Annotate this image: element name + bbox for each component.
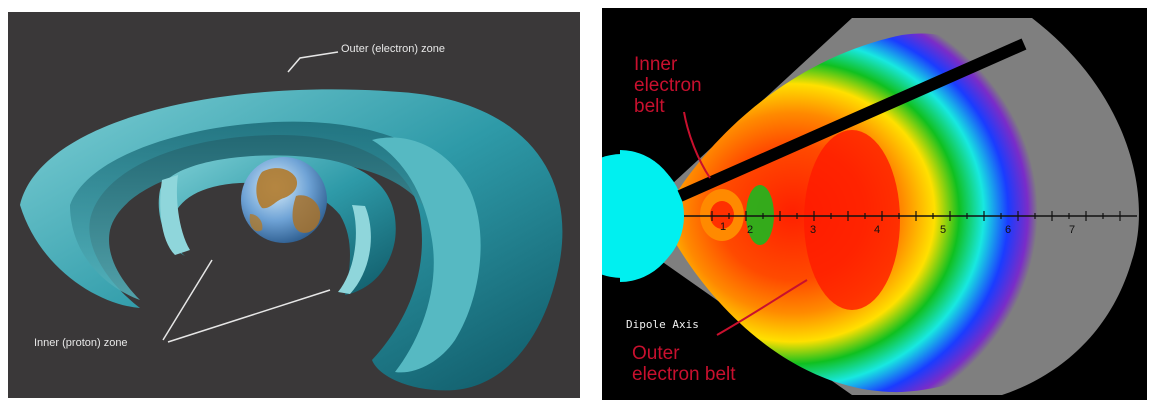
axis-tick-label: 2 xyxy=(747,224,754,236)
outer-belt-inner-wall xyxy=(70,121,471,321)
axis-tick-label: 3 xyxy=(810,224,817,236)
plot-drawing xyxy=(602,8,1147,400)
inner-belt-pointer xyxy=(683,111,711,179)
axis-tick-label: 6 xyxy=(1005,224,1012,236)
inner-belt-cut-left xyxy=(160,175,190,255)
slot-region xyxy=(746,185,774,245)
outer-belt-core xyxy=(804,130,900,310)
inner-belt-label: Inner electron belt xyxy=(634,54,702,117)
inner-belt xyxy=(158,155,396,295)
axis-tick-label: 4 xyxy=(874,224,881,236)
outer-belt-pointer xyxy=(716,279,808,336)
axis-tick-label: 5 xyxy=(940,224,947,236)
inner-zone-label: Inner (proton) zone xyxy=(34,337,128,349)
inner-zone-pointer-1 xyxy=(162,259,213,341)
inner-zone-pointer-2 xyxy=(167,289,331,343)
dipole-axis-label: Dipole Axis xyxy=(626,318,699,331)
axis-ticks xyxy=(711,211,1121,221)
orbit-track-bar xyxy=(677,38,1027,202)
outer-belt-label: Outer electron belt xyxy=(632,343,736,385)
inner-belt-cut-right xyxy=(338,205,371,294)
van-allen-belts-illustration: Outer (electron) zone Inner (proton) zon… xyxy=(8,12,580,398)
electron-belt-plot: 1 2 3 4 5 6 7 Inner electron belt Outer … xyxy=(602,0,1153,406)
outer-zone-label: Outer (electron) zone xyxy=(341,43,445,55)
axis-tick-label: 1 xyxy=(720,221,727,233)
axis-tick-label: 7 xyxy=(1069,224,1076,236)
outer-zone-pointer xyxy=(287,51,339,73)
belts-drawing xyxy=(8,12,580,398)
outer-belt-cut-face xyxy=(372,137,481,373)
